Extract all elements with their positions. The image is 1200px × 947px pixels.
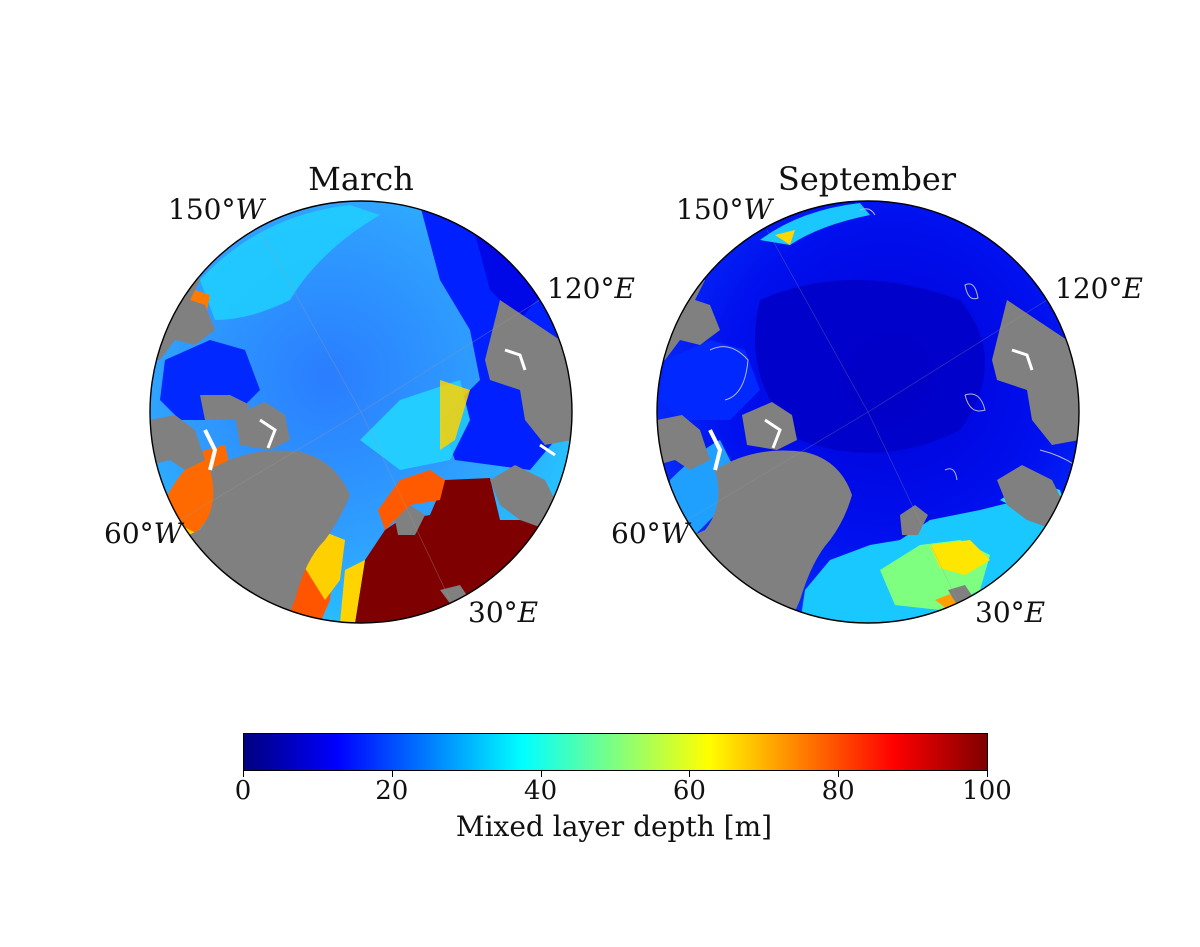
march-lon-label-30e: 30°E [468, 596, 539, 629]
colorbar [243, 733, 988, 771]
colorbar-tick-label: 40 [524, 776, 558, 806]
colorbar-tick-label: 100 [962, 776, 1012, 806]
september-map [657, 201, 1079, 623]
colorbar-tick-label: 60 [672, 776, 706, 806]
march-lon-label-120e: 120°E [547, 272, 635, 305]
september-map-frame [656, 200, 1080, 624]
march-lon-label-150w: 150°W [168, 193, 265, 226]
colorbar-tick-mark [243, 771, 244, 777]
colorbar-tick-mark [540, 771, 542, 777]
colorbar-tick-mark [689, 771, 691, 777]
september-lon-label-60w: 60°W [611, 517, 690, 550]
colorbar-tick-mark [987, 771, 988, 777]
colorbar-tick-label: 80 [821, 776, 855, 806]
september-lon-label-120e: 120°E [1055, 272, 1143, 305]
march-map [150, 201, 572, 623]
colorbar-tick-label: 0 [234, 776, 252, 806]
march-panel-title: March [308, 160, 414, 198]
september-lon-label-150w: 150°W [676, 193, 773, 226]
colorbar-tick-label: 20 [375, 776, 409, 806]
colorbar-tick-mark [391, 771, 393, 777]
march-map-frame [149, 200, 573, 624]
colorbar-tick-mark [838, 771, 840, 777]
march-lon-label-60w: 60°W [104, 517, 183, 550]
september-panel-title: September [777, 160, 957, 198]
colorbar-label: Mixed layer depth [m] [455, 810, 773, 843]
september-lon-label-30e: 30°E [975, 596, 1046, 629]
